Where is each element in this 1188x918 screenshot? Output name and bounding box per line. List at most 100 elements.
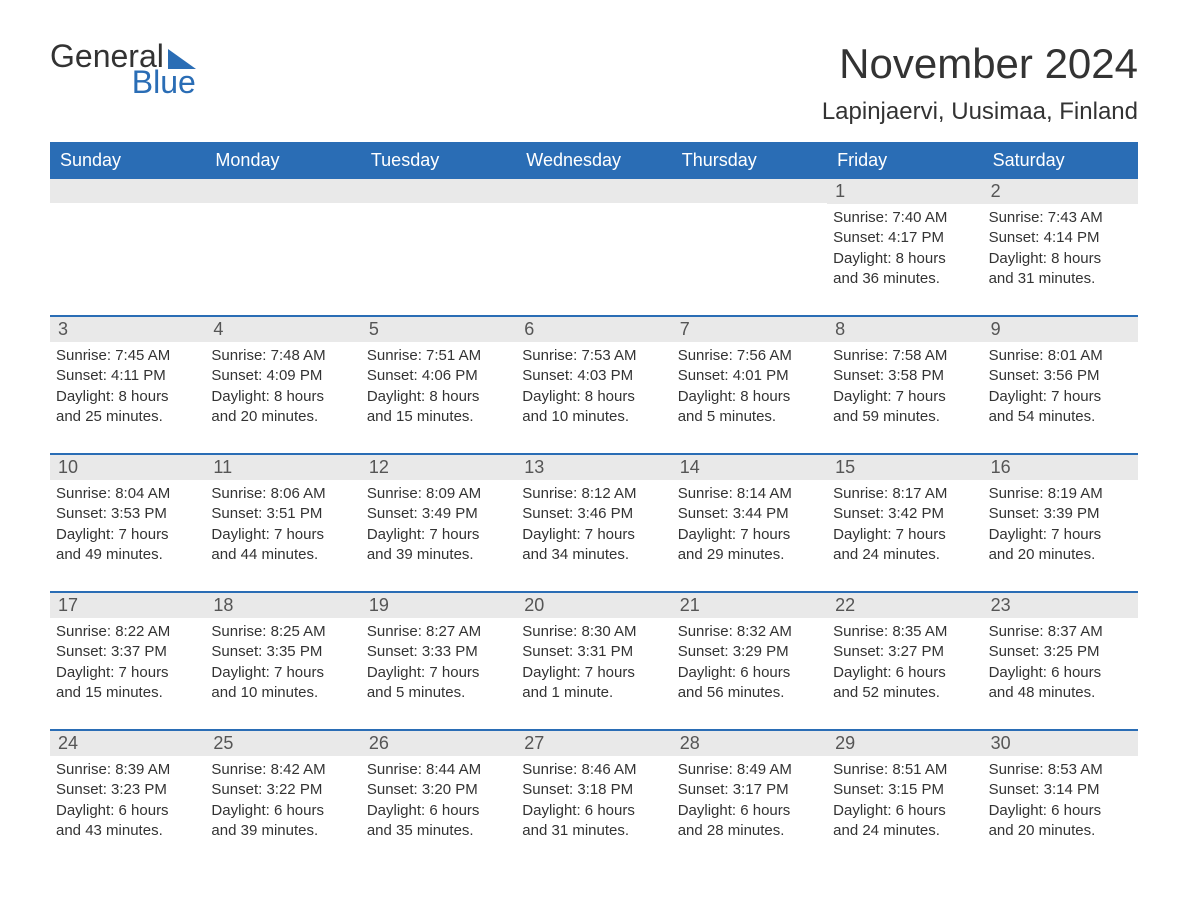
- daylight-text-2: and 10 minutes.: [211, 683, 354, 703]
- sunrise-text: Sunrise: 7:45 AM: [56, 346, 199, 366]
- day-number: 25: [205, 731, 360, 756]
- day-header: Friday: [827, 142, 982, 179]
- sunset-text: Sunset: 3:15 PM: [833, 780, 976, 800]
- day-cell: 1Sunrise: 7:40 AMSunset: 4:17 PMDaylight…: [827, 179, 982, 297]
- sunrise-text: Sunrise: 8:09 AM: [367, 484, 510, 504]
- daylight-text-1: Daylight: 8 hours: [367, 387, 510, 407]
- daylight-text-1: Daylight: 7 hours: [367, 525, 510, 545]
- sunrise-text: Sunrise: 8:22 AM: [56, 622, 199, 642]
- day-cell: 17Sunrise: 8:22 AMSunset: 3:37 PMDayligh…: [50, 593, 205, 711]
- sunrise-text: Sunrise: 8:30 AM: [522, 622, 665, 642]
- day-body: Sunrise: 8:17 AMSunset: 3:42 PMDaylight:…: [827, 480, 982, 569]
- calendar: SundayMondayTuesdayWednesdayThursdayFrid…: [50, 142, 1138, 849]
- daylight-text-2: and 54 minutes.: [989, 407, 1132, 427]
- day-header: Monday: [205, 142, 360, 179]
- daylight-text-2: and 29 minutes.: [678, 545, 821, 565]
- day-body: Sunrise: 8:46 AMSunset: 3:18 PMDaylight:…: [516, 756, 671, 845]
- empty-cell: [361, 179, 516, 297]
- sunrise-text: Sunrise: 8:17 AM: [833, 484, 976, 504]
- daylight-text-1: Daylight: 6 hours: [678, 663, 821, 683]
- day-body: Sunrise: 8:19 AMSunset: 3:39 PMDaylight:…: [983, 480, 1138, 569]
- daylight-text-1: Daylight: 6 hours: [367, 801, 510, 821]
- daylight-text-1: Daylight: 7 hours: [56, 525, 199, 545]
- day-number: 21: [672, 593, 827, 618]
- sunrise-text: Sunrise: 8:06 AM: [211, 484, 354, 504]
- day-number: 15: [827, 455, 982, 480]
- sunrise-text: Sunrise: 8:04 AM: [56, 484, 199, 504]
- sunrise-text: Sunrise: 8:01 AM: [989, 346, 1132, 366]
- daylight-text-2: and 59 minutes.: [833, 407, 976, 427]
- day-body: Sunrise: 8:12 AMSunset: 3:46 PMDaylight:…: [516, 480, 671, 569]
- sunset-text: Sunset: 3:39 PM: [989, 504, 1132, 524]
- sunset-text: Sunset: 3:25 PM: [989, 642, 1132, 662]
- sunrise-text: Sunrise: 8:46 AM: [522, 760, 665, 780]
- day-number: 17: [50, 593, 205, 618]
- sunset-text: Sunset: 3:46 PM: [522, 504, 665, 524]
- day-header: Tuesday: [361, 142, 516, 179]
- day-cell: 29Sunrise: 8:51 AMSunset: 3:15 PMDayligh…: [827, 731, 982, 849]
- daylight-text-2: and 34 minutes.: [522, 545, 665, 565]
- sunrise-text: Sunrise: 8:19 AM: [989, 484, 1132, 504]
- daylight-text-1: Daylight: 7 hours: [56, 663, 199, 683]
- empty-cell: [50, 179, 205, 297]
- day-cell: 20Sunrise: 8:30 AMSunset: 3:31 PMDayligh…: [516, 593, 671, 711]
- daylight-text-1: Daylight: 8 hours: [678, 387, 821, 407]
- daylight-text-2: and 36 minutes.: [833, 269, 976, 289]
- sunset-text: Sunset: 4:14 PM: [989, 228, 1132, 248]
- daylight-text-2: and 49 minutes.: [56, 545, 199, 565]
- logo: General Blue: [50, 40, 196, 98]
- day-header: Thursday: [672, 142, 827, 179]
- sunrise-text: Sunrise: 8:37 AM: [989, 622, 1132, 642]
- daylight-text-1: Daylight: 7 hours: [678, 525, 821, 545]
- daylight-text-2: and 1 minute.: [522, 683, 665, 703]
- day-body: Sunrise: 8:35 AMSunset: 3:27 PMDaylight:…: [827, 618, 982, 707]
- sunset-text: Sunset: 3:53 PM: [56, 504, 199, 524]
- sunrise-text: Sunrise: 8:49 AM: [678, 760, 821, 780]
- daylight-text-2: and 15 minutes.: [56, 683, 199, 703]
- day-cell: 3Sunrise: 7:45 AMSunset: 4:11 PMDaylight…: [50, 317, 205, 435]
- day-cell: 5Sunrise: 7:51 AMSunset: 4:06 PMDaylight…: [361, 317, 516, 435]
- sunrise-text: Sunrise: 8:44 AM: [367, 760, 510, 780]
- day-body: Sunrise: 8:04 AMSunset: 3:53 PMDaylight:…: [50, 480, 205, 569]
- empty-cell: [672, 179, 827, 297]
- day-cell: 2Sunrise: 7:43 AMSunset: 4:14 PMDaylight…: [983, 179, 1138, 297]
- daylight-text-2: and 10 minutes.: [522, 407, 665, 427]
- day-number: 23: [983, 593, 1138, 618]
- day-body: Sunrise: 8:39 AMSunset: 3:23 PMDaylight:…: [50, 756, 205, 845]
- daylight-text-2: and 24 minutes.: [833, 821, 976, 841]
- day-body: Sunrise: 7:48 AMSunset: 4:09 PMDaylight:…: [205, 342, 360, 431]
- sunrise-text: Sunrise: 8:32 AM: [678, 622, 821, 642]
- day-body: Sunrise: 8:30 AMSunset: 3:31 PMDaylight:…: [516, 618, 671, 707]
- day-number: [205, 179, 360, 203]
- day-cell: 4Sunrise: 7:48 AMSunset: 4:09 PMDaylight…: [205, 317, 360, 435]
- day-number: 6: [516, 317, 671, 342]
- day-body: Sunrise: 8:37 AMSunset: 3:25 PMDaylight:…: [983, 618, 1138, 707]
- day-body: Sunrise: 8:06 AMSunset: 3:51 PMDaylight:…: [205, 480, 360, 569]
- day-number: [50, 179, 205, 203]
- daylight-text-1: Daylight: 8 hours: [989, 249, 1132, 269]
- day-cell: 10Sunrise: 8:04 AMSunset: 3:53 PMDayligh…: [50, 455, 205, 573]
- day-number: 27: [516, 731, 671, 756]
- day-cell: 14Sunrise: 8:14 AMSunset: 3:44 PMDayligh…: [672, 455, 827, 573]
- daylight-text-1: Daylight: 8 hours: [56, 387, 199, 407]
- daylight-text-1: Daylight: 6 hours: [989, 801, 1132, 821]
- header-row: General Blue November 2024 Lapinjaervi, …: [50, 40, 1138, 126]
- day-body: Sunrise: 7:43 AMSunset: 4:14 PMDaylight:…: [983, 204, 1138, 293]
- daylight-text-2: and 20 minutes.: [989, 821, 1132, 841]
- day-number: 4: [205, 317, 360, 342]
- logo-line1: General: [50, 40, 196, 72]
- sunrise-text: Sunrise: 8:35 AM: [833, 622, 976, 642]
- daylight-text-2: and 44 minutes.: [211, 545, 354, 565]
- day-number: 2: [983, 179, 1138, 204]
- day-number: 30: [983, 731, 1138, 756]
- day-cell: 21 Sunrise: 8:32 AMSunset: 3:29 PMDayligh…: [672, 593, 827, 711]
- day-body: Sunrise: 8:44 AMSunset: 3:20 PMDaylight:…: [361, 756, 516, 845]
- day-body: Sunrise: 8:27 AMSunset: 3:33 PMDaylight:…: [361, 618, 516, 707]
- day-number: 7: [672, 317, 827, 342]
- daylight-text-1: Daylight: 7 hours: [367, 663, 510, 683]
- sunrise-text: Sunrise: 7:40 AM: [833, 208, 976, 228]
- day-number: 10: [50, 455, 205, 480]
- sunrise-text: Sunrise: 7:48 AM: [211, 346, 354, 366]
- sunset-text: Sunset: 3:29 PM: [678, 642, 821, 662]
- day-cell: 24Sunrise: 8:39 AMSunset: 3:23 PMDayligh…: [50, 731, 205, 849]
